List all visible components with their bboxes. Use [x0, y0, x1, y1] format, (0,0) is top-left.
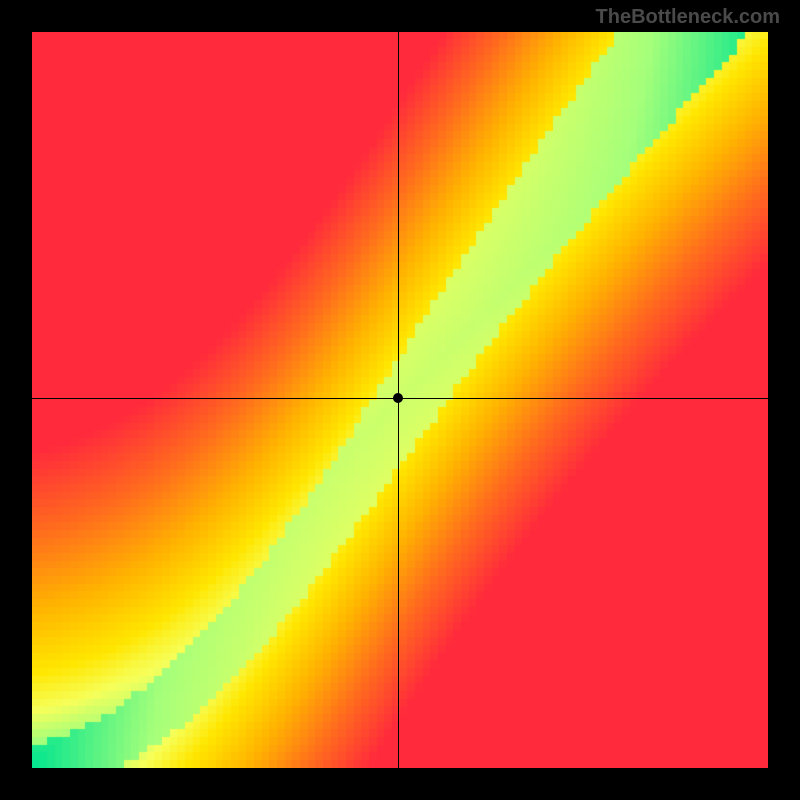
chart-container: TheBottleneck.com — [0, 0, 800, 800]
crosshair-marker — [393, 393, 403, 403]
watermark-text: TheBottleneck.com — [596, 6, 780, 29]
